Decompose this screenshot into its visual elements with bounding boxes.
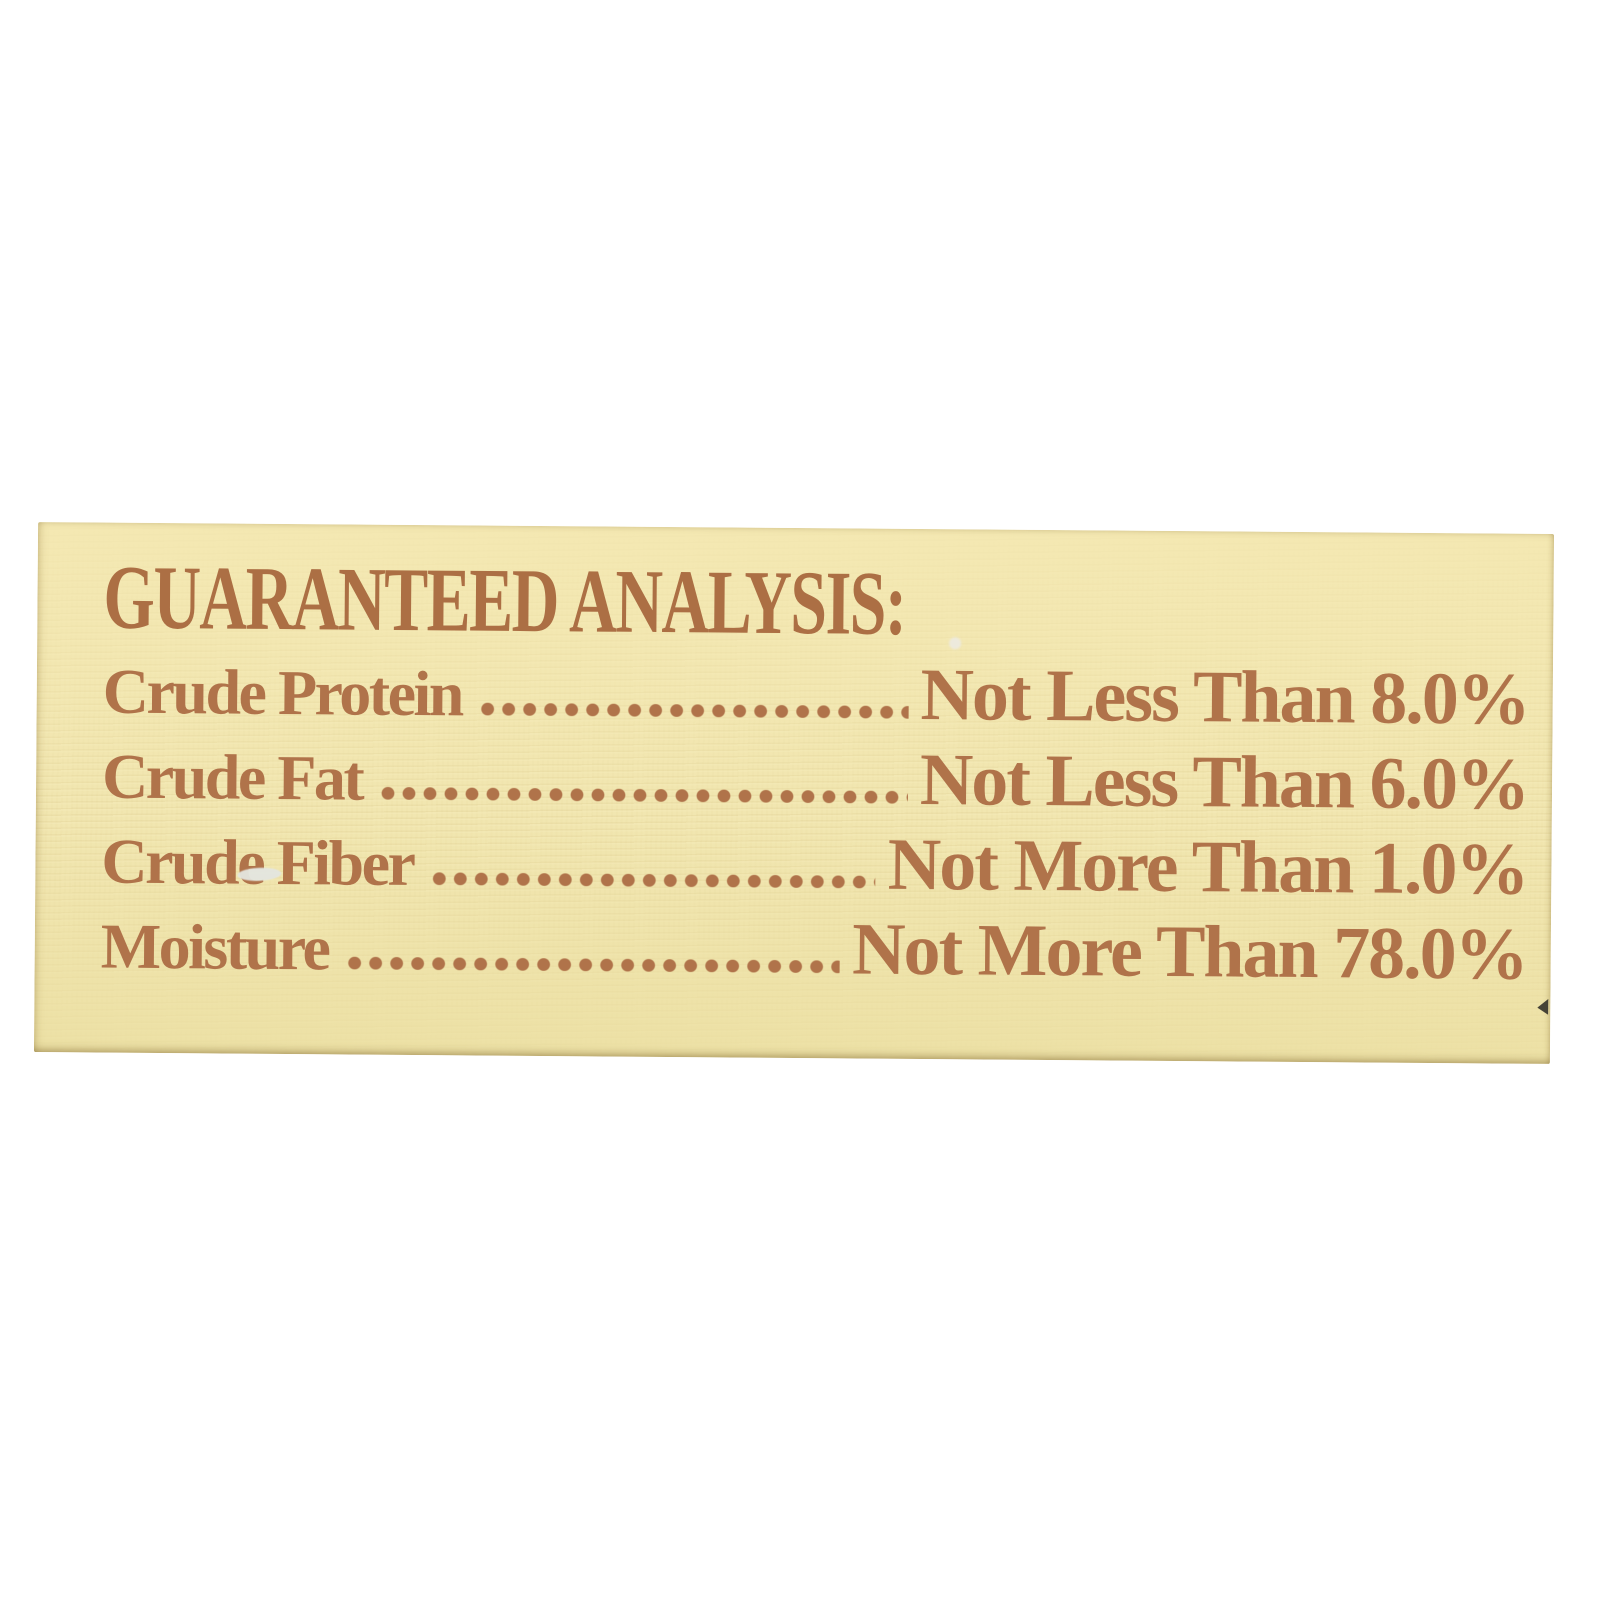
analysis-table: Crude Protein Not Less Than 8.0% Crude F… [100, 647, 1529, 998]
nutrient-value: Not More Than 78.0% [851, 908, 1528, 996]
white-speck-artifact [949, 637, 962, 650]
nutrient-value: Not More Than 1.0% [887, 823, 1528, 911]
nutrient-name: Moisture [100, 910, 329, 984]
table-row-crude-fat: Crude Fat Not Less Than 6.0% [102, 732, 1529, 828]
nutrient-value: Not Less Than 8.0% [920, 653, 1530, 741]
table-row-crude-protein: Crude Protein Not Less Than 8.0% [102, 647, 1530, 743]
section-title: GUARANTEED ANALYSIS: [103, 547, 906, 655]
dotted-leader [344, 956, 841, 974]
table-row-crude-fiber: Crude Fiber Not More Than 1.0% [101, 817, 1528, 913]
guaranteed-analysis-label: GUARANTEED ANALYSIS: Crude Protein Not L… [33, 522, 1555, 1064]
nutrient-name: Crude Protein [102, 655, 463, 730]
dark-edge-nick-artifact [1537, 999, 1548, 1015]
nutrient-name: Crude Fat [101, 740, 363, 814]
dotted-leader [429, 872, 876, 889]
dotted-leader [378, 786, 908, 804]
table-row-moisture: Moisture Not More Than 78.0% [100, 902, 1527, 998]
nutrient-value: Not Less Than 6.0% [919, 738, 1529, 826]
nutrient-name: Crude Fiber [101, 825, 414, 900]
dotted-leader [477, 702, 909, 719]
